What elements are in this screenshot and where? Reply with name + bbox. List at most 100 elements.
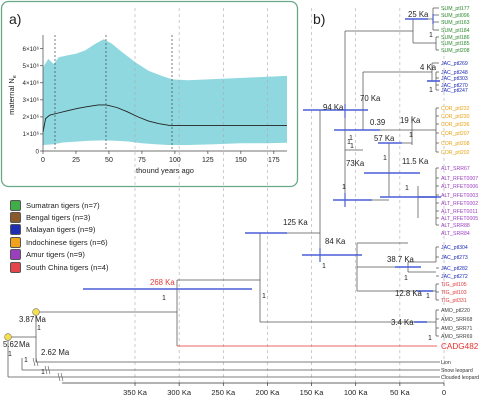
node-84ka: 84 Ka xyxy=(325,237,346,246)
hpd-bars xyxy=(83,18,441,323)
hpd-vertical-bars xyxy=(319,14,434,262)
tip-label-cadg482: CADG482 xyxy=(441,342,479,351)
tree-axis-tick-label: 50 Ka xyxy=(390,388,410,397)
a-xtick-label: 75 xyxy=(138,157,146,164)
ne-confidence-band xyxy=(43,39,287,145)
tip-label: ALT_SRR88 xyxy=(441,223,470,229)
a-xtick-label: 0 xyxy=(41,157,45,164)
support-value: 1 xyxy=(37,325,41,332)
support-value: 1 xyxy=(342,184,346,191)
node-94ka: 94 Ka xyxy=(323,103,344,112)
tip-label: JAC_ptl270 xyxy=(441,83,468,89)
tip-label: SUM_ptl096 xyxy=(441,13,470,19)
panel-a-label: a) xyxy=(9,11,21,27)
tip-label: JAC_ptl247 xyxy=(441,88,468,94)
a-ytick-label: 2×10⁶ xyxy=(23,114,40,121)
tip-label: SUM_ptl185 xyxy=(441,41,470,47)
support-value: 1 xyxy=(41,369,45,376)
tip-label: ALT_RFET0002 xyxy=(441,201,478,207)
node-262ma: 2.62 Ma xyxy=(41,348,70,357)
a-ytick-label: 6×10⁶ xyxy=(23,46,40,53)
legend-label: Bengal tigers (n=3) xyxy=(26,213,91,223)
support-value: 1 xyxy=(347,139,351,146)
ne-median-line xyxy=(42,104,287,133)
a-ytick-label: 1×10⁶ xyxy=(23,131,40,138)
support-value: 1 xyxy=(405,185,409,192)
tip-label: ALT_RFET0005 xyxy=(441,216,478,222)
legend-swatch xyxy=(10,261,21,273)
tree-axis-tick-label: 350 Ka xyxy=(123,388,148,397)
tip-label: AMO_SRR71 xyxy=(441,326,473,332)
support-value: 1 xyxy=(350,143,354,150)
tip-label: TIG_ptl331 xyxy=(441,298,467,304)
tip-label: SUM_ptl177 xyxy=(441,6,470,12)
tip-label: Clouded leopard xyxy=(441,375,479,381)
axis-breaks xyxy=(32,357,64,382)
support-value: 1 xyxy=(429,87,433,94)
tip-label: SUM_ptl184 xyxy=(441,28,470,34)
node-268ka: 268 Ka xyxy=(150,278,175,287)
legend-label: Amur tigers (n=9) xyxy=(26,250,85,260)
time-gridlines xyxy=(134,8,445,383)
a-xtick-label: 25 xyxy=(72,157,80,164)
node-4ka: 4 Ka xyxy=(420,63,437,72)
legend-swatch xyxy=(10,249,21,261)
a-ytick-label: 4×10⁶ xyxy=(23,80,40,87)
node-marker-562ma xyxy=(4,333,12,341)
a-xtick-label: 150 xyxy=(235,157,247,164)
tree-axis-tick-label: 150 Ka xyxy=(300,388,325,397)
tip-label: ALT_SRR67 xyxy=(441,166,470,172)
support-value: 1 xyxy=(409,132,413,139)
panel-a-plot: 0 25 50 75 100 125 150 175 0 1×10⁶ 2×10⁶ 3×10⁶ 4×10… xyxy=(7,35,287,175)
tip-label: COR_ptl202 xyxy=(441,150,470,156)
legend-item: South China tigers (n=4) xyxy=(10,261,180,273)
tip-label: JAC_ptl269 xyxy=(441,61,468,67)
tip-label: COR_ptl207 xyxy=(441,131,470,137)
tip-label: SUM_ptl208 xyxy=(441,48,470,54)
tip-label: JAC_ptl304 xyxy=(441,245,468,251)
support-value: 1 xyxy=(429,32,433,39)
a-ytick-label: 0 xyxy=(36,148,40,155)
tip-label: ALT_RFET0011 xyxy=(441,209,478,215)
support-value: 1 xyxy=(322,263,326,270)
support-value: 1 xyxy=(262,293,266,300)
node-128ka: 12.8 Ka xyxy=(395,289,423,298)
support-value: 1 xyxy=(426,293,430,300)
legend: Sumatran tigers (n=7) Bengal tigers (n=3)… xyxy=(10,199,180,273)
tip-label: COR_ptl208 xyxy=(441,141,470,147)
support-value: 1 xyxy=(24,357,28,364)
legend-item: Indochinese tigers (n=6) xyxy=(10,236,180,248)
tree-axis-tick-label: 200 Ka xyxy=(256,388,281,397)
panel-b-label: b) xyxy=(313,11,325,27)
tip-label: AMO_ptl220 xyxy=(441,308,470,314)
a-xtick-label: 100 xyxy=(169,157,181,164)
node-73ka: 73Ka xyxy=(346,159,365,168)
tip-label: Lion xyxy=(441,360,451,366)
panel-a-xlabel: thound years ago xyxy=(136,166,194,175)
tip-label: JAC_ptl272 xyxy=(441,274,468,280)
a-xtick-label: 175 xyxy=(268,157,280,164)
tree-axis-tick-label: 100 Ka xyxy=(344,388,369,397)
tree-axis-tick-label: 250 Ka xyxy=(211,388,236,397)
legend-item: Malayan tigers (n=9) xyxy=(10,224,180,236)
tree-axis-tick-label: 0 xyxy=(442,388,446,397)
node-562ma: 5.62 xyxy=(3,340,18,349)
legend-label: Indochinese tigers (n=6) xyxy=(26,237,108,247)
node-562ma-unit: Ma xyxy=(19,340,30,349)
tree-axis: 350 Ka 300 Ka 250 Ka 200 Ka 150 Ka 100 Ka 50 K… xyxy=(62,382,446,397)
panel-a-ylabel: maternal Ne xyxy=(7,75,18,115)
tip-label: ALT_RFET0003 xyxy=(441,193,478,199)
support-value: 1 xyxy=(349,135,353,142)
tip-label: AMO_SRR68 xyxy=(441,317,473,323)
legend-item: Amur tigers (n=9) xyxy=(10,249,180,261)
node-34ka: 3.4 Ka xyxy=(391,318,414,327)
tip-label: ALT_RFET0006 xyxy=(441,184,478,190)
node-387ma: 3.87 xyxy=(19,315,34,324)
node-labels: 25 Ka 4 Ka 70 Ka 0.39 94 Ka 57 Ka 19 Ka … xyxy=(3,10,437,357)
tip-label: ALT_SRR84 xyxy=(441,231,470,237)
legend-label: Malayan tigers (n=9) xyxy=(26,225,96,235)
tip-label: TIG_ptl105 xyxy=(441,282,467,288)
tree-axis-tick-label: 300 Ka xyxy=(167,388,192,397)
